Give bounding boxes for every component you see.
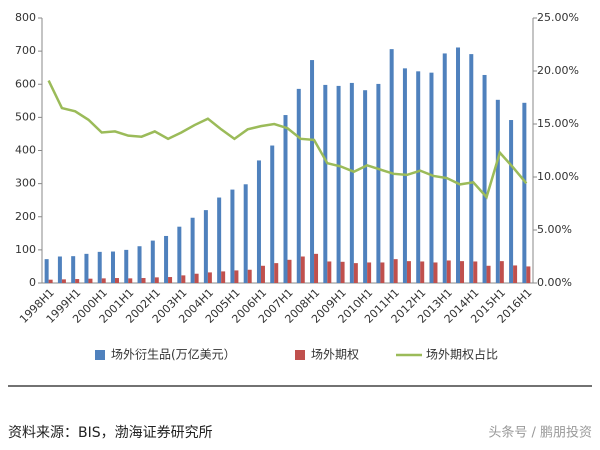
y2-tick-label: 0.00% [537, 276, 572, 289]
bar [380, 262, 385, 283]
legend-label: 场外期权占比 [426, 347, 498, 362]
bar [363, 90, 368, 284]
legend-label: 场外期权 [311, 348, 359, 362]
bar [513, 265, 518, 283]
bar [323, 84, 328, 283]
bar [101, 278, 106, 283]
bar [128, 278, 133, 283]
bar [393, 259, 398, 283]
watermark: 头条号 / 鹏朋投资 [488, 425, 592, 441]
bar [499, 261, 504, 283]
bar [164, 235, 169, 283]
bar [270, 145, 275, 283]
bar [406, 261, 411, 283]
bar [230, 189, 235, 283]
bar [217, 197, 222, 283]
line [47, 79, 528, 200]
bar [456, 47, 461, 284]
bar [168, 277, 173, 283]
legend-swatch [95, 350, 105, 360]
bar [495, 99, 500, 283]
y2-tick-label: 10.00% [537, 170, 579, 183]
bar [88, 278, 93, 283]
bar [327, 261, 332, 283]
bar [61, 279, 66, 283]
bar [314, 253, 319, 283]
bar [247, 269, 252, 283]
bar [296, 88, 301, 283]
bar [181, 275, 186, 283]
bar [340, 261, 345, 283]
bar [124, 249, 129, 283]
bar [48, 279, 53, 283]
bar [97, 251, 102, 283]
bar [446, 260, 451, 283]
bar [75, 279, 80, 283]
bar [473, 261, 478, 283]
y-tick-label: 300 [15, 177, 36, 190]
bar [190, 217, 195, 283]
bar [349, 82, 354, 283]
bar [300, 256, 305, 283]
bar [486, 265, 491, 283]
bar [234, 270, 239, 283]
bar [150, 240, 155, 283]
y-tick-label: 200 [15, 210, 36, 223]
bar [353, 263, 358, 283]
y-tick-label: 700 [15, 44, 36, 57]
bar [509, 120, 514, 284]
bar [203, 210, 208, 283]
bar [207, 272, 212, 283]
bar [460, 261, 465, 283]
y2-tick-label: 15.00% [537, 117, 579, 130]
bar [137, 246, 142, 283]
bar [287, 259, 292, 283]
bar [260, 265, 265, 283]
bar [376, 83, 381, 283]
legend-label: 场外衍生品(万亿美元） [111, 347, 236, 362]
y-tick-label: 600 [15, 77, 36, 90]
y-tick-label: 0 [29, 276, 36, 289]
bar [482, 74, 487, 283]
bar [429, 72, 434, 283]
bar [310, 60, 315, 283]
y-tick-label: 500 [15, 110, 36, 123]
source: 资料来源：BIS，渤海证券研究所 [8, 425, 213, 441]
bar [469, 54, 474, 284]
y-tick-label: 400 [15, 144, 36, 157]
bar [336, 85, 341, 283]
bar [522, 102, 527, 283]
bar [194, 273, 199, 283]
bar [433, 262, 438, 283]
bar [416, 71, 421, 283]
bar [256, 160, 261, 283]
bar [221, 271, 226, 283]
bar [57, 256, 62, 283]
bar [526, 266, 531, 283]
bar [141, 278, 146, 283]
bar [367, 262, 372, 283]
bar [114, 278, 119, 283]
bar [274, 263, 279, 283]
bar [84, 253, 89, 283]
y2-tick-label: 25.00% [537, 11, 579, 24]
bar [71, 256, 76, 283]
y2-tick-label: 20.00% [537, 64, 579, 77]
y2-tick-label: 5.00% [537, 223, 572, 236]
y-tick-label: 800 [15, 11, 36, 24]
bar [154, 277, 159, 283]
bar [243, 184, 248, 283]
bar [283, 115, 288, 284]
bar [420, 261, 425, 283]
bar [44, 259, 49, 283]
bar [442, 53, 447, 283]
legend-swatch [295, 350, 305, 360]
bar [110, 251, 115, 283]
y-tick-label: 100 [15, 243, 36, 256]
bar [389, 49, 394, 284]
bar [177, 226, 182, 283]
